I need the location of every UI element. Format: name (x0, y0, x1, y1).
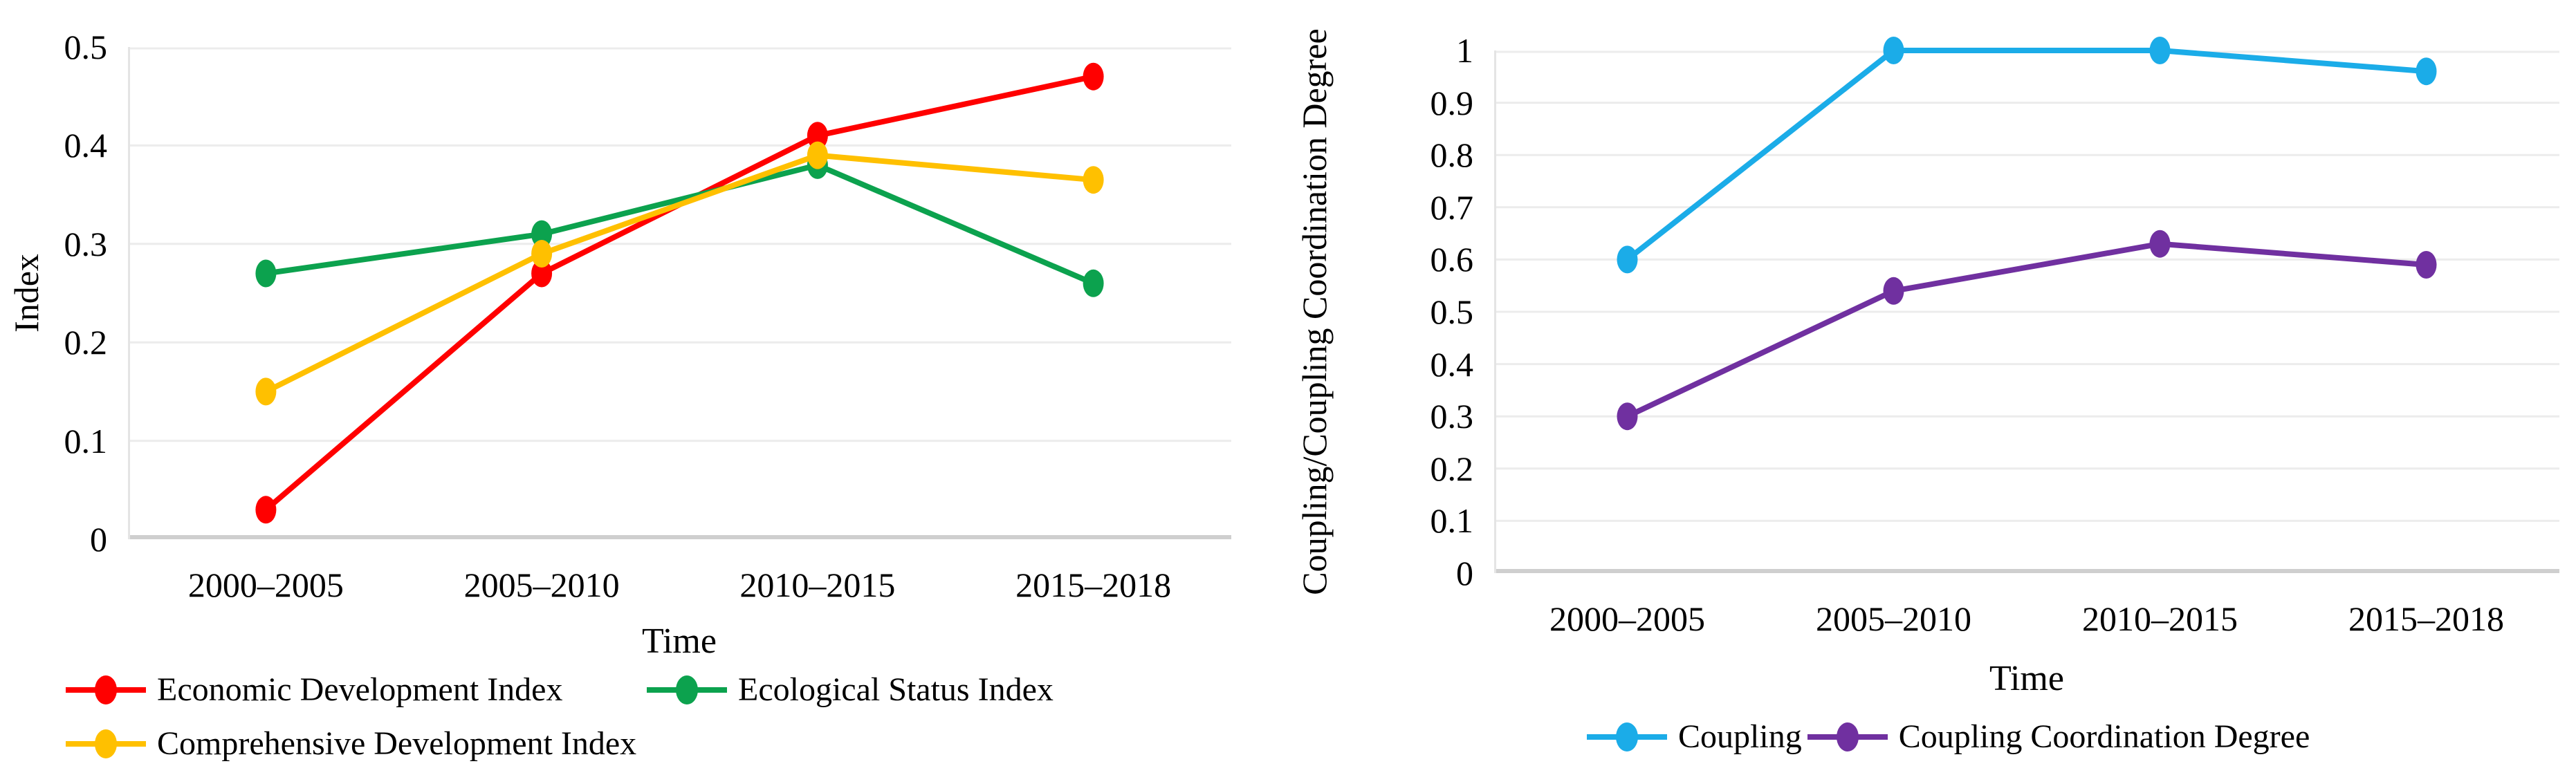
y-tick-label: 0.4 (64, 126, 108, 165)
coupling-line-chart: Coupling/Coupling Coordination Degree Ti… (1287, 0, 2576, 775)
x-axis-title-time-right: Time (1989, 659, 2064, 698)
y-tick-label: 0.5 (1430, 292, 1474, 331)
legend-marker-icon (66, 675, 146, 704)
y-tick-label: 0.2 (64, 323, 108, 362)
legend-marker-icon (1807, 722, 1888, 751)
legend-item-coupling: Coupling (1587, 719, 1802, 755)
y-tick-label: 0.8 (1430, 136, 1474, 175)
legend-coupling-chart: Coupling Coupling Coordination Degree (1587, 719, 2310, 755)
data-point-comprehensive-development-index (807, 141, 828, 169)
x-tick-label: 2005–2010 (463, 566, 620, 604)
y-tick-label: 0.3 (1430, 397, 1474, 436)
data-point-ecological-status-index (1083, 269, 1104, 297)
data-point-coupling (1883, 37, 1904, 64)
data-point-coupling-coordination-degree (2416, 251, 2437, 279)
legend-index-chart: Economic Development Index Ecological Sta… (66, 672, 1054, 762)
legend-item-coupling-coordination-degree: Coupling Coordination Degree (1807, 719, 2310, 755)
legend-label: Coupling Coordination Degree (1898, 718, 2310, 755)
series-line-comprehensive-development-index (263, 152, 1096, 395)
legend-label: Comprehensive Development Index (157, 725, 637, 762)
index-line-chart: Index Time Economic Development Index Eco… (0, 0, 1259, 775)
plot-area (1494, 37, 2559, 573)
legend-label: Ecological Status Index (738, 671, 1054, 708)
y-tick-label: 0.2 (1430, 449, 1474, 488)
x-tick-label: 2010–2015 (739, 566, 896, 604)
x-tick-label: 2000–2005 (1549, 599, 1705, 638)
legend-item-economic-development-index: Economic Development Index (66, 672, 647, 708)
legend-item-ecological-status-index: Ecological Status Index (647, 672, 1054, 708)
y-tick-label: 0.6 (1430, 240, 1474, 279)
data-point-economic-development-index (255, 496, 277, 524)
data-point-economic-development-index (807, 122, 828, 150)
y-tick-label: 0.4 (1430, 344, 1474, 384)
series-line-coupling-coordination-degree (1624, 241, 2429, 420)
data-point-economic-development-index (531, 259, 553, 288)
x-tick-label: 2010–2015 (2082, 599, 2238, 638)
legend-marker-icon (647, 675, 727, 704)
data-point-comprehensive-development-index (531, 240, 553, 268)
data-point-ecological-status-index (255, 259, 277, 288)
y-tick-label: 1 (1456, 31, 1473, 70)
x-axis-title-time-left: Time (642, 622, 717, 661)
data-point-coupling-coordination-degree (1617, 402, 1638, 431)
series-line-economic-development-index (263, 73, 1096, 513)
y-tick-label: 0 (1456, 554, 1473, 592)
legend-label: Economic Development Index (157, 671, 563, 708)
y-tick-label: 0.9 (1430, 83, 1474, 122)
data-point-economic-development-index (1083, 62, 1104, 91)
legend-label: Coupling (1678, 718, 1802, 755)
y-tick-label: 0.1 (1430, 501, 1474, 541)
data-point-coupling-coordination-degree (2149, 230, 2171, 258)
x-tick-label: 2015–2018 (2348, 599, 2504, 638)
data-point-comprehensive-development-index (255, 377, 277, 406)
y-tick-label: 0.5 (64, 28, 108, 66)
legend-marker-icon (66, 729, 146, 758)
legend-marker-icon (1587, 722, 1667, 751)
y-tick-label: 0.7 (1430, 187, 1474, 227)
data-point-coupling (1617, 245, 1638, 274)
plot-area (128, 47, 1231, 539)
y-tick-label: 0.3 (64, 224, 108, 263)
data-point-comprehensive-development-index (1083, 166, 1104, 194)
x-tick-label: 2015–2018 (1015, 566, 1172, 604)
x-tick-label: 2000–2005 (187, 566, 344, 604)
series-line-coupling (1624, 48, 2429, 263)
x-tick-label: 2005–2010 (1816, 599, 1971, 638)
data-point-ecological-status-index (531, 220, 553, 248)
y-tick-label: 0 (90, 520, 107, 559)
data-point-coupling-coordination-degree (1883, 277, 1904, 305)
legend-item-comprehensive-development-index: Comprehensive Development Index (66, 726, 647, 762)
series-line-ecological-status-index (263, 162, 1096, 286)
y-tick-label: 0.1 (64, 421, 108, 460)
data-point-coupling (2149, 37, 2171, 64)
data-point-coupling (2416, 57, 2437, 86)
